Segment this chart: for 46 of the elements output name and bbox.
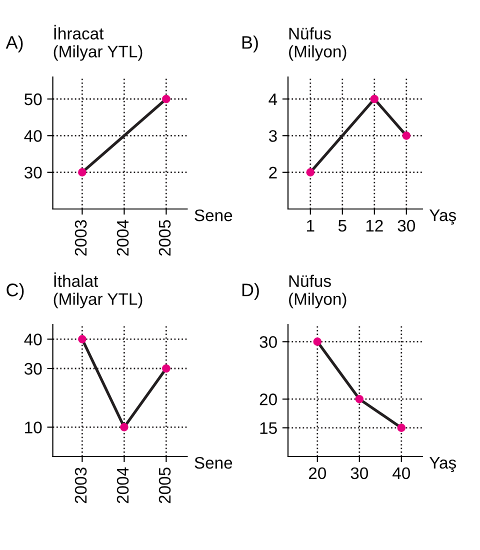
y-tick-label: 15 [260,422,277,434]
y-axis-title: Nüfus (Milyon) [289,274,346,308]
chart-title: C) [6,283,24,300]
y-tick-label: 3 [268,130,277,142]
x-tick-label: 2004 [116,467,129,504]
y-tick-label: 40 [24,130,42,142]
y-tick-label: 10 [25,422,42,434]
x-tick-label: 2005 [158,220,171,256]
chart-title: D) [242,283,259,300]
point [120,423,128,432]
point [397,424,406,432]
x-axis-title: Yaş [429,210,456,225]
chart-title: A) [6,36,23,52]
x-tick-label: 2004 [116,220,129,256]
x-tick-label: 20 [308,467,326,480]
point [162,364,170,373]
y-tick-label: 30 [24,362,42,375]
point [402,132,411,140]
point [78,335,86,344]
point [306,168,315,176]
x-tick-label: 1 [307,220,314,232]
x-tick-label: 5 [338,220,346,232]
chart-title: B) [242,36,258,52]
y-tick-label: 30 [24,166,42,179]
y-tick-label: 40 [24,334,42,346]
x-tick-label: 30 [398,220,416,232]
point [313,338,322,346]
x-axis-title: Sene [194,456,232,469]
y-axis-title: Nüfus (Milyon) [289,27,346,61]
y-tick-label: 30 [260,336,277,348]
x-tick-label: 2003 [74,468,87,504]
point [355,394,364,404]
x-tick-label: 30 [350,467,368,480]
x-axis-title: Yaş [429,457,456,472]
y-tick-label: 20 [260,394,277,406]
y-axis-title: İhracat (Milyar YTL) [54,24,142,61]
x-tick-label: 2003 [74,220,87,256]
x-tick-label: 12 [366,220,383,232]
x-tick-label: 40 [392,467,410,480]
x-axis-title: Sene [194,209,232,222]
y-tick-label: 50 [24,93,42,106]
y-axis-title: İthalat (Milyar YTL) [54,272,142,308]
y-tick-label: 2 [269,166,277,178]
x-tick-label: 2005 [158,468,171,504]
y-tick-label: 4 [268,94,278,106]
point [370,94,379,104]
